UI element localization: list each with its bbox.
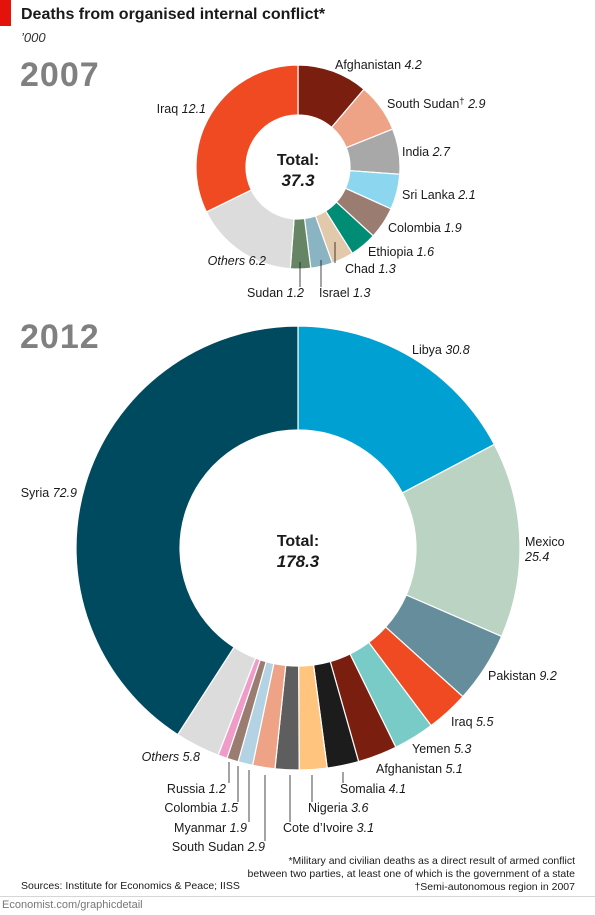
- label-sri-lanka: Sri Lanka 2.1: [402, 188, 476, 202]
- slice-syria: [75, 325, 299, 736]
- label-colombia: Colombia 1.5: [164, 801, 238, 815]
- total-value: 37.3: [281, 171, 315, 190]
- label-israel: Israel 1.3: [319, 286, 370, 300]
- label-ethiopia: Ethiopia 1.6: [368, 245, 434, 259]
- unit-label: ’000: [21, 30, 46, 45]
- label-cote-d-ivoire: Cote d’Ivoire 3.1: [283, 821, 374, 835]
- label-mexico: Mexico 25.4: [524, 535, 565, 564]
- label-somalia: Somalia 4.1: [340, 782, 406, 796]
- label-others: Others 5.8: [142, 750, 200, 764]
- label-myanmar: Myanmar 1.9: [174, 821, 247, 835]
- label-russia: Russia 1.2: [167, 782, 226, 796]
- total-label: Total:: [277, 152, 319, 169]
- brand-red-tag: [0, 0, 11, 26]
- label-afghanistan: Afghanistan 4.2: [335, 58, 422, 72]
- chart-title: Deaths from organised internal conflict*: [21, 6, 326, 23]
- label-libya: Libya 30.8: [412, 343, 470, 357]
- label-india: India 2.7: [402, 145, 451, 159]
- donut-2007: Total: 37.3 Afghanistan 4.2 South Sudan† 2.…: [157, 58, 486, 300]
- footnote-line: between two parties, at least one of whi…: [247, 868, 575, 880]
- label-iraq: Iraq 12.1: [157, 102, 206, 116]
- label-afghanistan: Afghanistan 5.1: [376, 762, 463, 776]
- donut-2012: Total: 178.3 Libya 30.8 Mexico 25.4 Pakistan …: [21, 325, 565, 854]
- year-label-2012: 2012: [20, 318, 100, 356]
- label-yemen: Yemen 5.3: [412, 742, 471, 756]
- footnote-line: †Semi-autonomous region in 2007: [414, 881, 575, 893]
- label-colombia: Colombia 1.9: [388, 221, 462, 235]
- sources-note: Sources: Institute for Economics & Peace…: [21, 880, 240, 892]
- slice-iraq: [195, 64, 299, 213]
- year-label-2007: 2007: [20, 56, 100, 94]
- total-label: Total:: [277, 533, 319, 550]
- label-south-sudan: South Sudan 2.9: [172, 840, 265, 854]
- label-south-sudan: South Sudan† 2.9: [387, 96, 485, 111]
- label-iraq: Iraq 5.5: [451, 715, 493, 729]
- label-syria: Syria 72.9: [21, 486, 77, 500]
- total-value: 178.3: [277, 552, 320, 571]
- label-sudan: Sudan 1.2: [247, 286, 304, 300]
- label-others: Others 6.2: [208, 254, 266, 268]
- label-pakistan: Pakistan 9.2: [488, 669, 557, 683]
- footnote: *Military and civilian deaths as a direc…: [195, 855, 575, 894]
- slice-libya: [297, 325, 496, 494]
- credit-link[interactable]: Economist.com/graphicdetail: [2, 899, 143, 911]
- label-nigeria: Nigeria 3.6: [308, 801, 369, 815]
- slice-mexico: [401, 443, 521, 638]
- footer-bar: Economist.com/graphicdetail: [0, 896, 595, 915]
- footnote-line: *Military and civilian deaths as a direc…: [288, 855, 575, 867]
- label-chad: Chad 1.3: [345, 262, 396, 276]
